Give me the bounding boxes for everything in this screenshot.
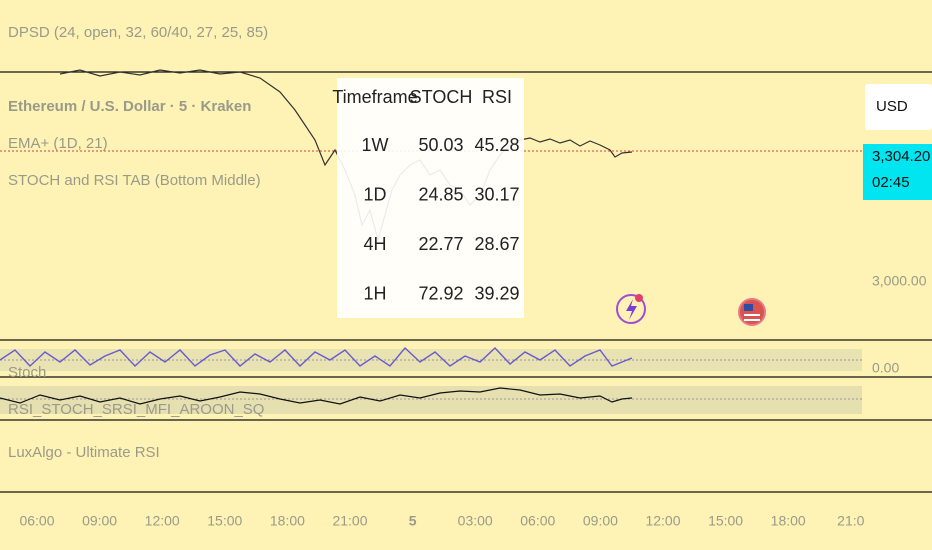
price-tick: 0.00 [872,360,899,376]
countdown: 02:45 [872,174,910,191]
us-event[interactable] [738,298,766,326]
pane-label: Stoch [8,364,46,381]
time-label: 18:00 [270,513,305,529]
table-cell: 45.28 [474,135,519,155]
time-label: 09:00 [583,513,618,529]
earnings-icon[interactable] [616,294,646,324]
legend-text: Ethereum / U.S. Dollar · 5 · Kraken [8,98,251,115]
table-cell: 39.29 [474,283,519,303]
pane-label: RSI_STOCH_SRSI_MFI_AROON_SQ [8,401,264,418]
pane-borders [0,71,932,493]
table-cell: 72.92 [418,283,463,303]
time-label: 09:00 [82,513,117,529]
table-cell: 22.77 [418,234,463,254]
currency[interactable]: USD [876,98,908,115]
table-cell: 4H [363,234,386,254]
table-cell: 1H [363,283,386,303]
flag-canton [744,304,753,311]
table-cell: 50.03 [418,135,463,155]
last-price: 3,304.20 [872,148,930,165]
pane-label: LuxAlgo - Ultimate RSI [8,444,160,461]
legend-text: EMA+ (1D, 21) [8,135,108,152]
stoch-rsi-table [337,78,524,318]
rsi-band [0,386,862,414]
time-label: 15:00 [708,513,743,529]
price-tick: 3,000.00 [872,273,927,289]
time-label: 12:00 [645,513,680,529]
time-axis: 06:00 09:00 12:00 15:00 18:00 21:00 5 03:00 06:0… [19,513,864,529]
stoch-series [0,346,633,367]
legend-text: STOCH and RSI TAB (Bottom Middle) [8,172,261,189]
time-label: 03:00 [458,513,493,529]
table-cell: 28.67 [474,234,519,254]
event-icon[interactable] [616,294,646,324]
currency-button[interactable] [865,84,932,130]
table-cell: 24.85 [418,184,463,204]
lightning [626,299,637,320]
time-label: 21:0 [837,513,864,529]
time-label: 18:00 [771,513,806,529]
table-header: STOCH [410,87,473,107]
rsi-series [0,387,633,405]
table-cell: 30.17 [474,184,519,204]
flag-icon[interactable] [738,298,766,326]
badge [635,294,643,302]
time-label: 21:00 [332,513,367,529]
stoch-band [0,349,862,371]
time-label: 06:00 [19,513,54,529]
time-label: 15:00 [207,513,242,529]
time-label: 12:00 [145,513,180,529]
time-label: 5 [409,513,417,529]
table-header: RSI [482,87,512,107]
time-label: 06:00 [520,513,555,529]
price-label-box [863,144,932,200]
legend-text: DPSD (24, open, 32, 60/40, 27, 25, 85) [8,24,268,41]
table-header: Timeframe [332,87,417,107]
table-cell: 1D [363,184,386,204]
table-cell: 1W [362,135,389,155]
